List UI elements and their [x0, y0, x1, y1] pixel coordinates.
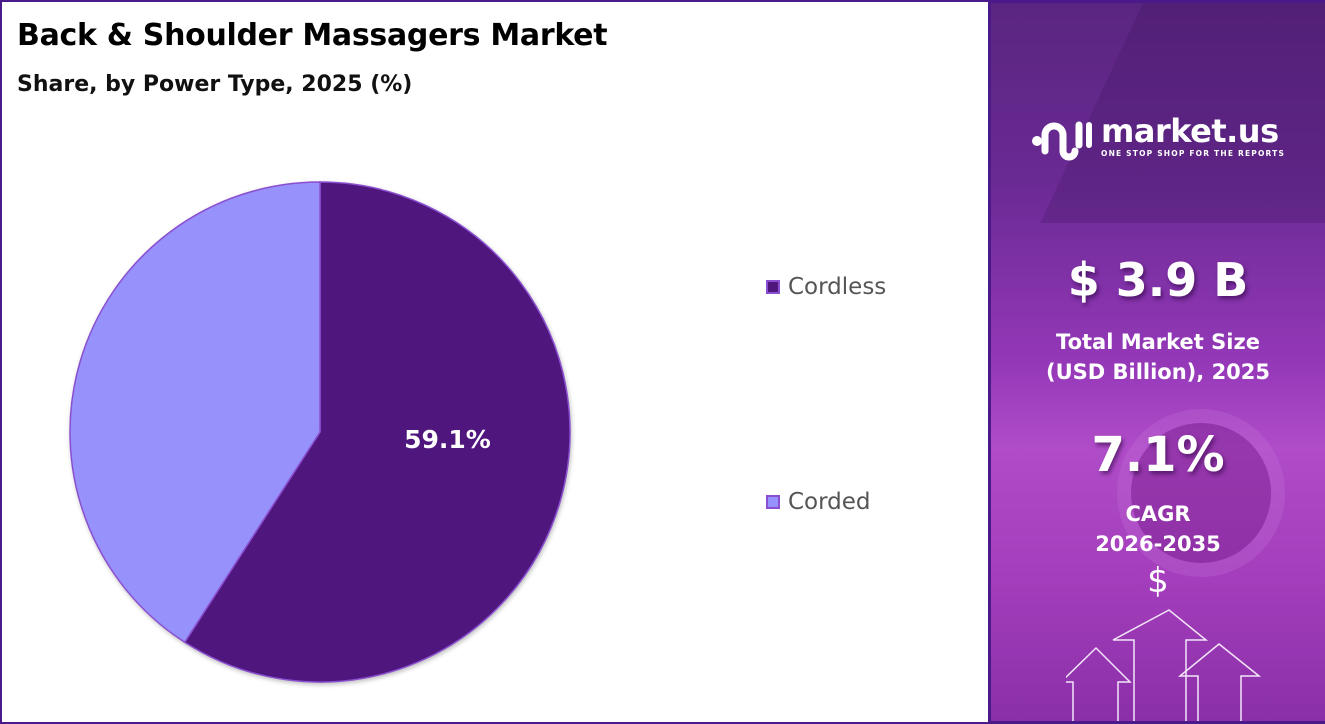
legend-label-cordless: Cordless: [788, 274, 887, 300]
pie-label-cordless: 59.1%: [404, 425, 491, 454]
summary-panel: market.us ONE STOP SHOP FOR THE REPORTS …: [988, 0, 1325, 724]
legend-swatch-corded: [766, 495, 780, 509]
chart-title: Back & Shoulder Massagers Market: [17, 18, 608, 53]
pie-slice-corded[interactable]: [69, 181, 321, 644]
legend-item-corded[interactable]: Corded: [766, 489, 871, 515]
chart-subtitle: Share, by Power Type, 2025 (%): [17, 72, 413, 97]
pie-slice-cordless[interactable]: [183, 181, 571, 683]
brand-logo[interactable]: market.us ONE STOP SHOP FOR THE REPORTS: [1031, 111, 1285, 163]
growth-arrows-icon: [1066, 609, 1262, 721]
cagr-label: CAGR: [1125, 502, 1191, 526]
cagr-period: 2026-2035: [1095, 532, 1221, 556]
cagr-value: 7.1%: [1091, 427, 1225, 483]
market-size-label-line2: (USD Billion), 2025: [1045, 360, 1271, 384]
legend-swatch-cordless: [766, 280, 780, 294]
legend-label-corded: Corded: [788, 489, 871, 515]
market-size-value: $ 3.9 B: [1067, 253, 1249, 307]
brand-tagline: ONE STOP SHOP FOR THE REPORTS: [1101, 149, 1286, 158]
brand-name: market.us: [1101, 112, 1279, 150]
legend-item-cordless[interactable]: Cordless: [766, 274, 886, 300]
market-size-label-line1: Total Market Size: [1056, 330, 1260, 354]
market-us-logo-icon: [1032, 121, 1092, 161]
pie-chart: [69, 181, 571, 683]
dollar-icon: $: [1147, 561, 1169, 601]
background-cup-shape: [1131, 423, 1271, 563]
pie-slices: [69, 181, 571, 683]
